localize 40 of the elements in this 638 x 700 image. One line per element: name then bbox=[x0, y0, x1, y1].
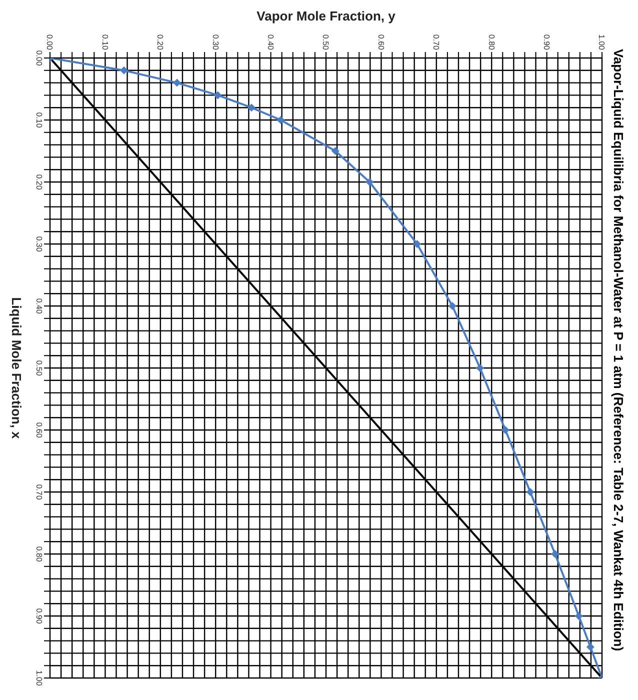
x-axis-title: Vapor Mole Fraction, y bbox=[256, 8, 396, 24]
x-tick-label: 0.40 bbox=[266, 34, 275, 51]
x-tick-label: 0.50 bbox=[321, 34, 330, 51]
y-tick-label: 0.30 bbox=[34, 236, 44, 252]
y-tick-label: 0.10 bbox=[34, 112, 44, 128]
point bbox=[476, 364, 484, 372]
point bbox=[501, 426, 510, 434]
point bbox=[331, 147, 340, 155]
y-tick-label: 0.70 bbox=[34, 484, 44, 500]
point bbox=[366, 178, 374, 186]
x-tick-label: 0.20 bbox=[156, 34, 165, 51]
x-tick-label: 0.10 bbox=[100, 34, 110, 51]
y-tick-label: 0.80 bbox=[34, 546, 44, 562]
x-tick-label: 0.30 bbox=[210, 34, 220, 51]
y-tick-label: 0.00 bbox=[34, 50, 44, 66]
x-tick-label: 0.60 bbox=[376, 34, 386, 51]
point bbox=[526, 488, 534, 496]
y-tick-label: 0.40 bbox=[34, 298, 44, 314]
point bbox=[586, 643, 594, 651]
y-tick-label: 0.50 bbox=[34, 360, 44, 376]
point bbox=[574, 612, 583, 620]
point bbox=[172, 78, 181, 87]
x-tick-label: 0.70 bbox=[432, 34, 441, 51]
point bbox=[448, 302, 456, 310]
point bbox=[120, 66, 128, 74]
point bbox=[413, 240, 422, 248]
y-tick-label: 0.90 bbox=[34, 608, 44, 624]
x-tick-label: 0.80 bbox=[486, 34, 496, 51]
point bbox=[247, 104, 256, 112]
text: Vapor-Liquid Equilibria for Methanol-Water at P = 1 atm (Reference: Table 2-7, Wankat 4th Edition) bbox=[610, 48, 627, 654]
x-tick-label: 0.00 bbox=[45, 34, 54, 51]
y-tick-label: 0.20 bbox=[34, 174, 44, 190]
y-axis-title: Liquid Mole Fraction, x bbox=[9, 297, 24, 440]
x-tick-label: 1.00 bbox=[597, 34, 606, 51]
y-tick-label: 0.60 bbox=[34, 422, 44, 438]
point bbox=[214, 91, 222, 100]
point bbox=[276, 116, 285, 124]
point bbox=[551, 550, 560, 558]
y-tick-label: 1.00 bbox=[34, 670, 44, 686]
x-tick-label: 0.90 bbox=[542, 34, 551, 51]
